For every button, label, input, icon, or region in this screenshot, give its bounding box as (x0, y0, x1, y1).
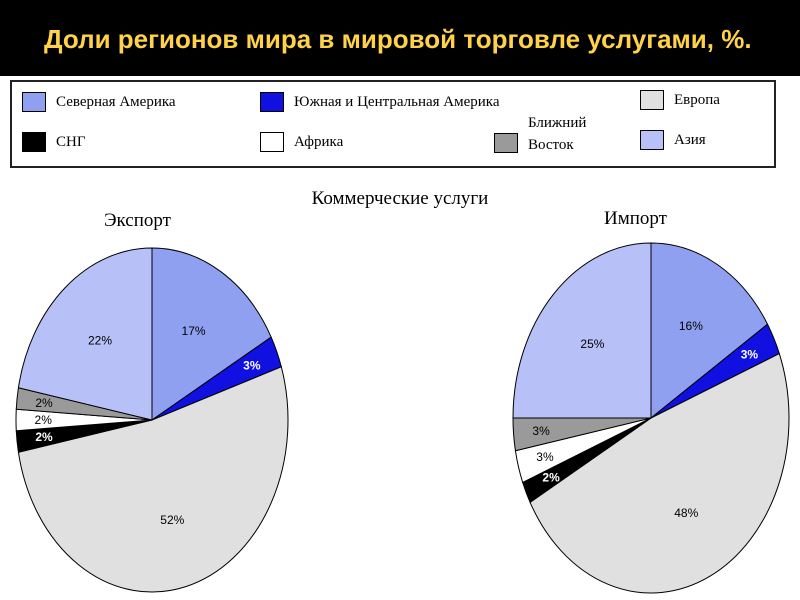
import-label-north_america: 16% (679, 319, 703, 333)
export-slice-asia (17, 247, 153, 421)
legend-label-africa: Африка (294, 134, 344, 150)
import-label-middle_east: 3% (532, 424, 550, 438)
import-label-south_central_america: 3% (741, 347, 759, 361)
legend-swatch-north-america (22, 92, 46, 112)
legend-swatch-africa (260, 132, 284, 152)
legend: Северная Америка Южная и Центральная Аме… (10, 80, 776, 168)
import-label-africa: 3% (536, 450, 554, 464)
legend-item-north-america: Северная Америка (22, 92, 176, 112)
legend-label-middle-east: Ближний Восток (528, 115, 587, 153)
export-pie-title: Экспорт (104, 210, 171, 231)
legend-item-asia: Азия (640, 130, 706, 150)
import-slice-europe (529, 352, 790, 594)
legend-item-europe: Европа (640, 90, 720, 110)
chart-title: Коммерческие услуги (311, 188, 489, 209)
export-label-asia: 22% (88, 333, 112, 347)
export-label-africa: 2% (35, 413, 53, 427)
legend-swatch-cis (22, 132, 46, 152)
legend-label-cis: СНГ (56, 134, 86, 150)
export-slice-north_america (151, 247, 272, 421)
legend-label-north-america: Северная Америка (56, 94, 176, 110)
import-label-asia: 25% (580, 337, 604, 351)
legend-item-cis: СНГ (22, 132, 86, 152)
page-title: Доли регионов мира в мировой торговле ус… (44, 24, 752, 54)
export-slice-europe (17, 366, 289, 593)
legend-label-asia: Азия (674, 132, 706, 148)
title-bar: Доли регионов мира в мировой торговле ус… (0, 0, 800, 76)
legend-item-south-central-america: Южная и Центральная Америка (260, 92, 500, 112)
legend-swatch-asia (640, 130, 664, 150)
export-label-south_central_america: 3% (243, 358, 261, 372)
export-pie: 17% 3% 52% 2% 2% 2% 22% (15, 247, 289, 593)
legend-swatch-middle-east (494, 133, 518, 153)
export-label-europe: 52% (160, 513, 184, 527)
import-pie: 16% 3% 48% 2% 3% 3% 25% (512, 242, 790, 594)
legend-item-middle-east: Ближний Восток (494, 112, 608, 156)
legend-label-south-central-america: Южная и Центральная Америка (294, 94, 500, 110)
legend-item-africa: Африка (260, 132, 343, 152)
import-slice-asia (512, 242, 652, 419)
import-slice-north_america (650, 242, 769, 420)
export-label-cis: 2% (35, 430, 53, 444)
legend-label-europe: Европа (674, 92, 720, 108)
import-label-europe: 48% (674, 506, 698, 520)
import-pie-title: Импорт (604, 208, 667, 229)
import-label-cis: 2% (542, 471, 560, 485)
export-label-middle_east: 2% (35, 396, 53, 410)
export-label-north_america: 17% (182, 324, 206, 338)
legend-swatch-south-central-america (260, 92, 284, 112)
legend-swatch-europe (640, 90, 664, 110)
